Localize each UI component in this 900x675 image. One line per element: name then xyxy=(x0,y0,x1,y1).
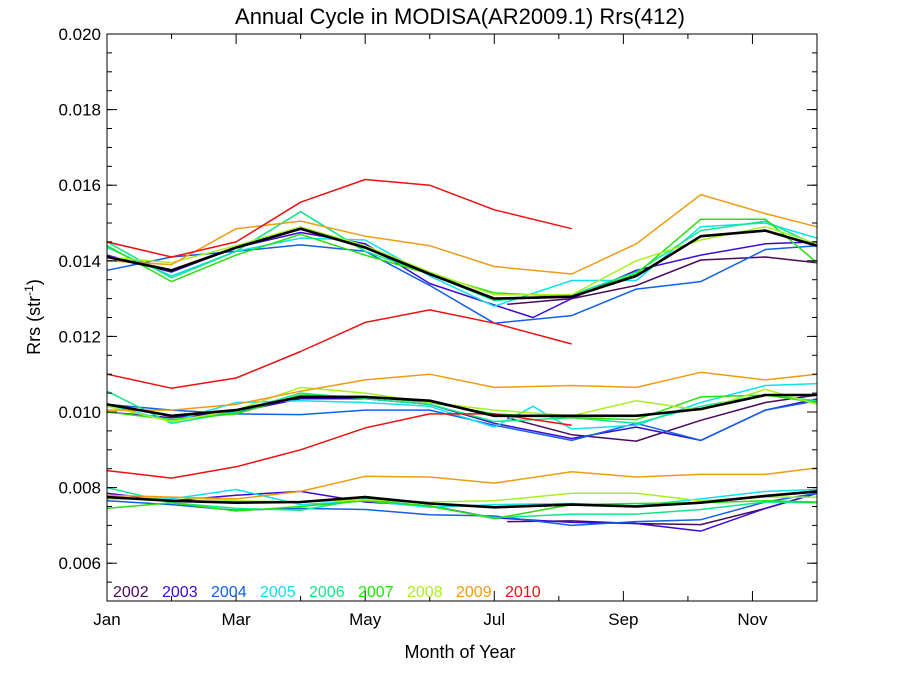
legend-entry-2006: 2006 xyxy=(309,584,345,601)
axis-ticks: Jan Mar May Jul Sep Nov 0.006 0.008 0.010 0.012 0.… xyxy=(58,25,818,629)
series-layer xyxy=(106,178,818,532)
series-2006 xyxy=(106,210,818,519)
series-line-2010-1 xyxy=(106,178,572,258)
x-tick-label: Mar xyxy=(221,610,251,629)
x-tick-label: Jul xyxy=(483,610,505,629)
y-axis-title-exponent: -1 xyxy=(22,285,36,296)
y-tick-label: 0.012 xyxy=(58,327,101,346)
legend-entry-2009: 2009 xyxy=(456,584,492,601)
series-line-mean-1 xyxy=(106,227,818,300)
series-line-2002-1 xyxy=(507,256,818,306)
x-tick-label: Nov xyxy=(737,610,768,629)
series-line-2009-1 xyxy=(106,193,818,275)
y-tick-label: 0.008 xyxy=(58,479,101,498)
chart-title: Annual Cycle in MODISA(AR2009.1) Rrs(412… xyxy=(235,4,685,29)
series-line-2005-2 xyxy=(106,382,818,430)
legend-entry-2005: 2005 xyxy=(260,584,296,601)
series-line-2006-2 xyxy=(106,390,818,425)
series-mean xyxy=(106,227,818,509)
y-tick-label: 0.018 xyxy=(58,101,101,120)
series-line-2009-3 xyxy=(106,467,818,500)
series-2008 xyxy=(106,226,818,503)
legend-entry-2010: 2010 xyxy=(505,584,541,601)
y-tick-label: 0.014 xyxy=(58,252,101,271)
y-axis-title: Rrs (str-1) xyxy=(22,279,44,355)
series-line-2002-2 xyxy=(507,394,818,442)
y-axis-title-close: ) xyxy=(24,279,44,285)
series-line-mean-3 xyxy=(106,490,818,509)
y-tick-label: 0.010 xyxy=(58,403,101,422)
series-line-2008-3 xyxy=(106,492,817,503)
series-line-2008-1 xyxy=(106,226,818,296)
legend-entry-2004: 2004 xyxy=(211,584,247,601)
legend-entry-2002: 2002 xyxy=(113,584,149,601)
legend-entry-2008: 2008 xyxy=(407,584,443,601)
series-line-mean-2 xyxy=(106,393,817,418)
y-axis-title-main: Rrs (str xyxy=(24,296,44,355)
y-tick-label: 0.016 xyxy=(58,176,101,195)
series-line-2009-2 xyxy=(107,371,818,411)
legend-entry-2003: 2003 xyxy=(162,584,198,601)
y-tick-label: 0.006 xyxy=(58,554,101,573)
series-2009 xyxy=(106,193,818,500)
series-2005 xyxy=(106,222,818,509)
x-tick-label: May xyxy=(349,610,382,629)
series-2010 xyxy=(106,178,572,479)
y-tick-label: 0.020 xyxy=(58,25,101,44)
x-tick-label: Sep xyxy=(608,610,638,629)
legend: 2002 2003 2004 2005 2006 2007 2008 2009 2010 xyxy=(113,584,541,601)
series-line-2010-2 xyxy=(106,309,572,389)
legend-entry-2007: 2007 xyxy=(358,584,394,601)
x-tick-label: Jan xyxy=(93,610,120,629)
series-line-2002-3 xyxy=(507,492,818,526)
x-axis-title: Month of Year xyxy=(404,642,515,662)
